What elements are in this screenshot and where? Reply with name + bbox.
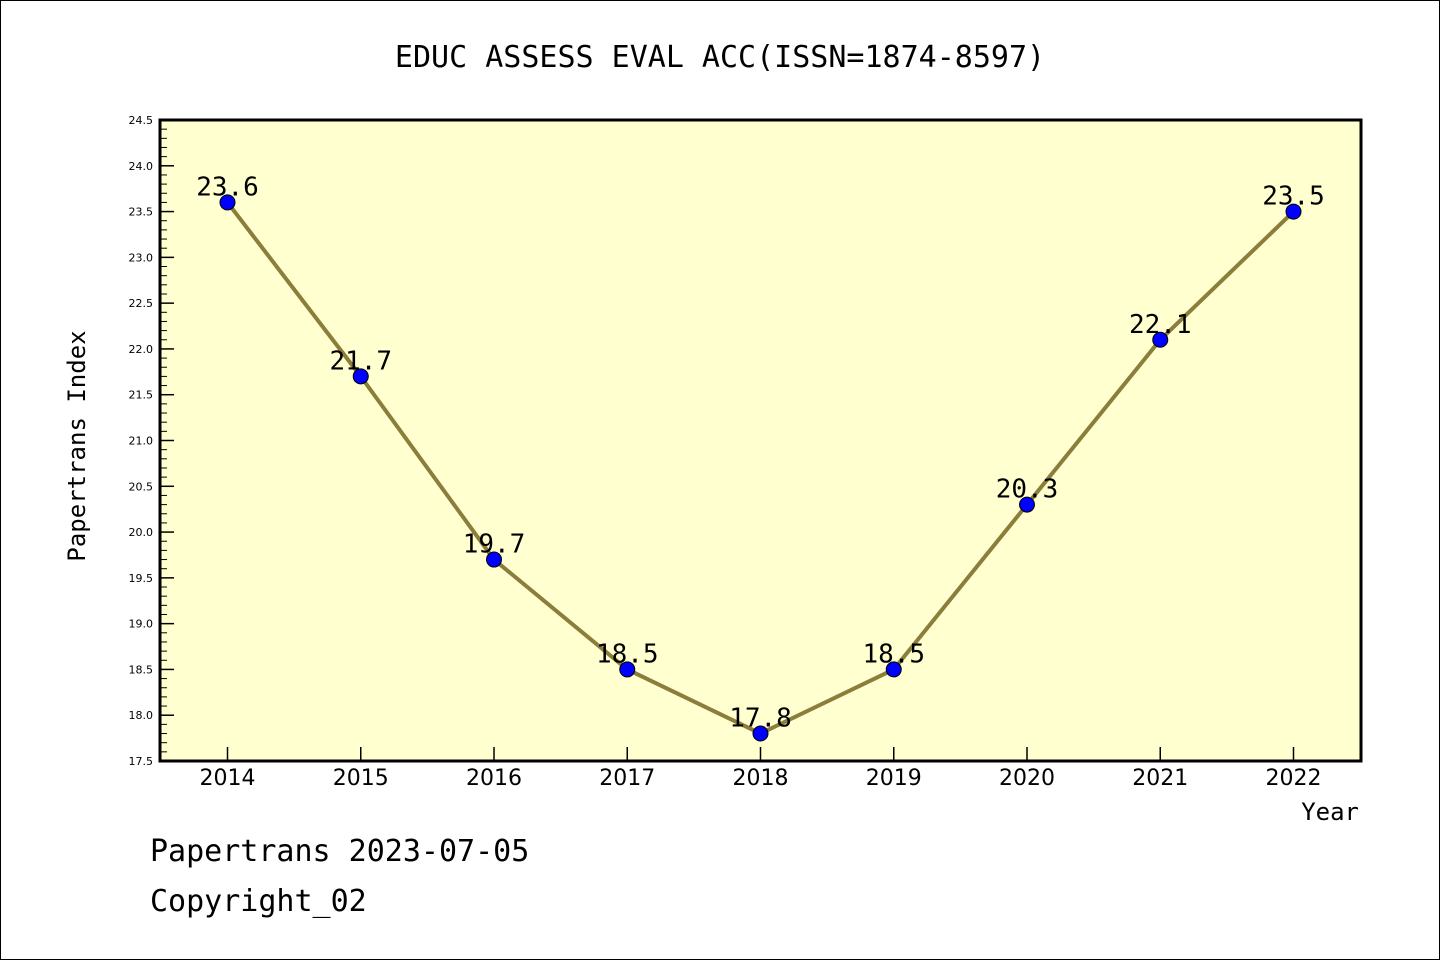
- data-label: 18.5: [596, 639, 659, 669]
- data-point: [752, 725, 769, 742]
- data-label: 19.7: [463, 530, 526, 560]
- data-point: [619, 661, 636, 678]
- data-point: [486, 551, 502, 568]
- x-tick-label: 2019: [866, 766, 922, 791]
- y-tick-label: 21.0: [129, 435, 154, 448]
- x-tick-label: 2014: [200, 766, 256, 791]
- y-tick-label: 22.0: [129, 343, 154, 356]
- data-label: 18.5: [862, 639, 925, 669]
- data-point: [1019, 496, 1035, 513]
- x-tick-label: 2016: [466, 766, 522, 791]
- x-axis: 2014 2015 2016 2017 2018 2019 2020 2021 2022: [200, 747, 1322, 791]
- x-tick-label: 2017: [599, 766, 655, 791]
- data-point: [1152, 331, 1169, 348]
- plot-area: [158, 118, 1363, 763]
- y-tick-label: 21.5: [129, 389, 154, 402]
- data-point: [219, 194, 236, 211]
- data-point: [1285, 203, 1302, 220]
- data-label: 21.7: [329, 346, 392, 376]
- y-tick-label: 19.0: [129, 618, 154, 631]
- x-tick-label: 2022: [1266, 766, 1322, 791]
- y-tick-label: 20.0: [129, 526, 154, 539]
- x-tick-label: 2018: [733, 766, 789, 791]
- y-axis-title: Papertrans Index: [63, 330, 91, 561]
- data-label: 23.6: [196, 172, 259, 202]
- x-tick-label: 2021: [1132, 766, 1188, 791]
- data-labels: 23.6 21.7 19.7 18.5 17.8 18.5 20.3 22.1 23.5: [196, 172, 1325, 733]
- chart-title: EDUC ASSESS EVAL ACC(ISSN=1874-8597): [395, 40, 1045, 75]
- x-tick-label: 2015: [333, 766, 389, 791]
- data-label: 23.5: [1262, 182, 1325, 212]
- y-tick-label: 24.0: [129, 160, 154, 173]
- y-tick-label: 18.0: [129, 709, 154, 722]
- y-tick-label: 17.5: [129, 755, 154, 768]
- x-axis-title: Year: [1301, 798, 1359, 826]
- footer-copyright: Copyright_02: [150, 884, 367, 919]
- y-tick-label: 20.5: [129, 480, 154, 493]
- y-tick-label: 24.5: [129, 114, 154, 127]
- y-tick-label: 19.5: [129, 572, 154, 585]
- y-tick-label: 18.5: [129, 663, 154, 676]
- data-label: 22.1: [1129, 310, 1192, 340]
- footer-date: Papertrans 2023-07-05: [150, 834, 530, 869]
- y-tick-label: 23.0: [129, 251, 154, 264]
- data-point: [352, 368, 369, 385]
- data-label: 20.3: [996, 475, 1059, 505]
- y-axis: 17.5 18.0 18.5 19.0 19.5 20.0 20.5 21.0 21.5 22.0…: [129, 114, 174, 768]
- data-point: [885, 661, 902, 678]
- x-tick-label: 2020: [999, 766, 1055, 791]
- y-tick-label: 22.5: [129, 297, 154, 310]
- data-label: 17.8: [729, 704, 792, 734]
- y-tick-label: 23.5: [129, 206, 154, 219]
- data-markers: [219, 194, 1302, 742]
